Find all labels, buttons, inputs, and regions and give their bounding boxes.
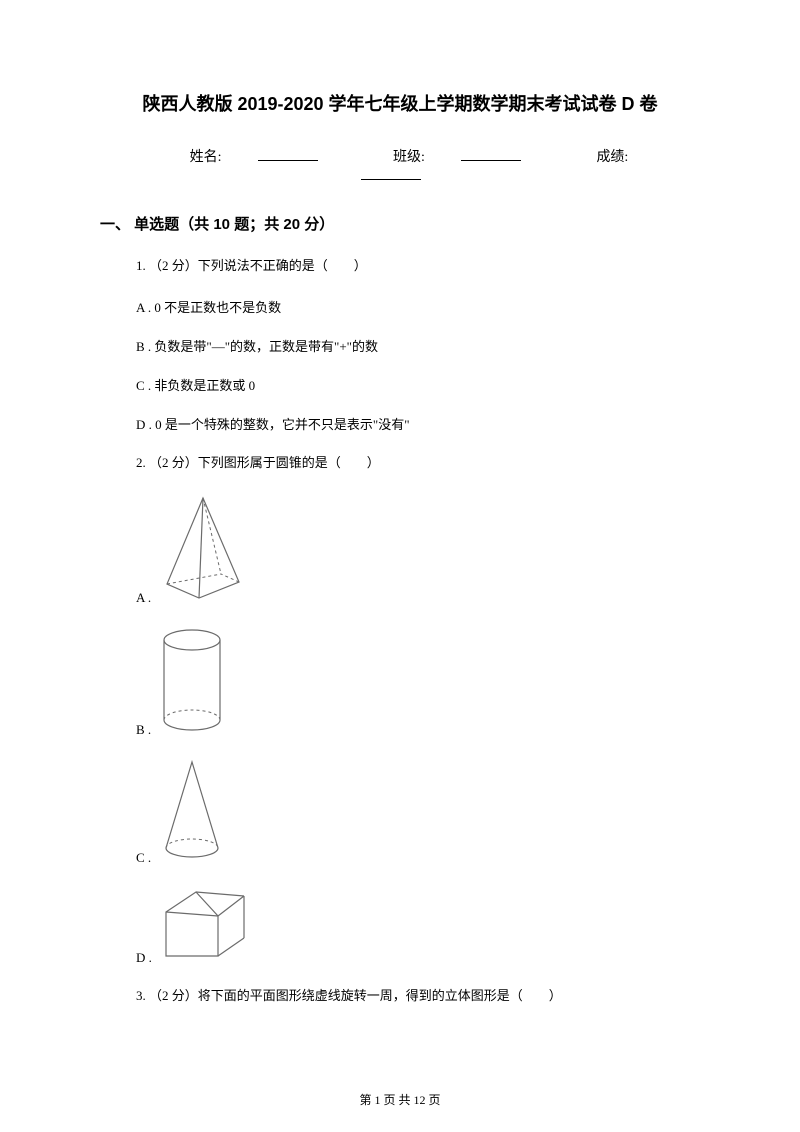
q2-option-c: C . bbox=[136, 758, 700, 866]
question-3: 3. （2 分）将下面的平面图形绕虚线旋转一周，得到的立体图形是（ ） bbox=[136, 986, 700, 1007]
page-footer: 第 1 页 共 12 页 bbox=[0, 1091, 800, 1108]
question-2: 2. （2 分）下列图形属于圆锥的是（ ） bbox=[136, 453, 700, 474]
q1-option-b: B . 负数是带"—"的数，正数是带有"+"的数 bbox=[136, 336, 700, 355]
q1-option-a: A . 0 不是正数也不是负数 bbox=[136, 297, 700, 316]
cylinder-icon bbox=[157, 626, 227, 738]
page-title: 陕西人教版 2019-2020 学年七年级上学期数学期末考试试卷 D 卷 bbox=[100, 90, 700, 116]
q2-option-d: D . bbox=[136, 886, 700, 966]
info-line: 姓名: 班级: 成绩: bbox=[100, 146, 700, 185]
section-header: 一、 单选题（共 10 题；共 20 分） bbox=[100, 213, 700, 234]
cone-icon bbox=[157, 758, 227, 866]
q2-option-b: B . bbox=[136, 626, 700, 738]
question-1: 1. （2 分）下列说法不正确的是（ ） bbox=[136, 256, 700, 277]
name-field: 姓名: bbox=[172, 150, 336, 165]
q1-option-d: D . 0 是一个特殊的整数，它并不只是表示"没有" bbox=[136, 414, 700, 433]
q2-d-label: D . bbox=[136, 950, 152, 966]
q1-option-c: C . 非负数是正数或 0 bbox=[136, 375, 700, 394]
q2-option-a: A . bbox=[136, 494, 700, 606]
pyramid-icon bbox=[157, 494, 249, 606]
q2-a-label: A . bbox=[136, 590, 151, 606]
prism-icon bbox=[158, 886, 250, 966]
q2-c-label: C . bbox=[136, 850, 151, 866]
q2-b-label: B . bbox=[136, 722, 151, 738]
class-field: 班级: bbox=[375, 150, 539, 165]
